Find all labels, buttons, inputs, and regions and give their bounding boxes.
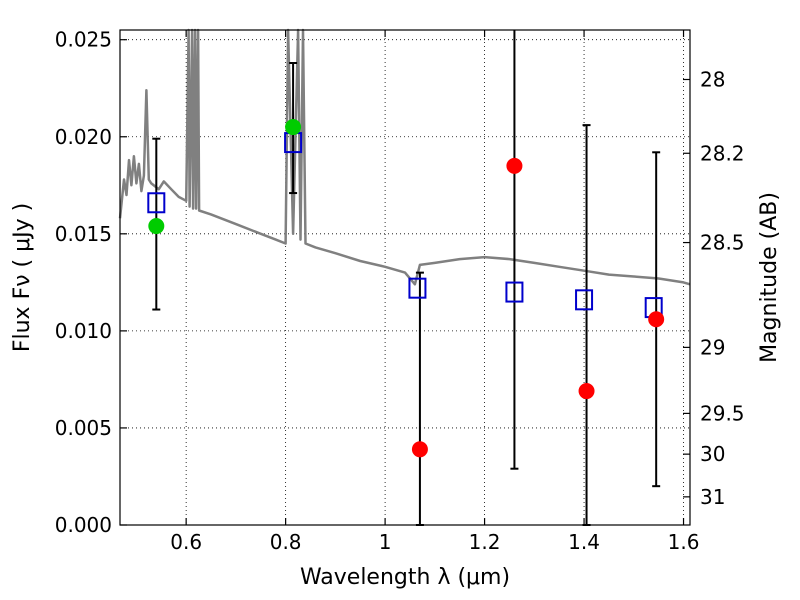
grid (120, 30, 690, 526)
model-flux-square (575, 289, 594, 311)
y-tick-label: 0.005 (55, 416, 112, 440)
right-axis-title: Magnitude (AB) (757, 192, 782, 363)
x-tick-label: 1.4 (568, 530, 600, 554)
model-spectrum-layer (118, 28, 691, 286)
right-tick-label: 28.2 (700, 141, 745, 165)
y-tick-label: 0.015 (55, 222, 112, 246)
error-bar (415, 271, 424, 526)
right-tick-label: 31 (700, 485, 725, 509)
x-axis-title: Wavelength λ (μm) (300, 565, 510, 590)
y-tick-label: 0.000 (55, 513, 112, 537)
x-tick-label: 0.6 (170, 530, 202, 554)
model-points-layer (147, 132, 663, 319)
observed-flux-point (578, 383, 595, 400)
observed-flux-point (148, 218, 165, 235)
right-tick-label: 28.5 (700, 231, 745, 255)
y-tick-label: 0.020 (55, 125, 112, 149)
model-flux-square (147, 192, 166, 214)
observed-flux-point (285, 119, 302, 136)
x-tick-label: 1.2 (469, 530, 501, 554)
observed-points-layer (148, 119, 665, 458)
observed-flux-point (411, 441, 428, 458)
x-tick-label: 1.6 (668, 530, 700, 554)
model-flux-square (505, 281, 524, 303)
model-flux-square (408, 277, 427, 299)
observed-flux-point (648, 311, 665, 328)
plot-frame (119, 29, 691, 526)
right-tick-label: 29.5 (700, 401, 745, 425)
right-tick-label: 30 (700, 442, 725, 466)
y-axis-title: Flux Fν ( μJy ) (10, 203, 35, 352)
error-bar (510, 30, 519, 470)
right-tick-label: 29 (700, 335, 725, 359)
y-tick-label: 0.025 (55, 28, 112, 52)
error-bar (582, 124, 591, 526)
model-spectrum-line (118, 28, 691, 286)
x-tick-label: 1 (379, 530, 392, 554)
observed-flux-point (506, 157, 523, 174)
x-tick-label: 0.8 (270, 530, 302, 554)
ticks: 0.6 0.8 1 1.2 1.4 1.6 0.000 0.005 0.010 0.015 0.02… (55, 28, 745, 554)
y-tick-label: 0.010 (55, 319, 112, 343)
right-tick-label: 28 (700, 68, 725, 92)
